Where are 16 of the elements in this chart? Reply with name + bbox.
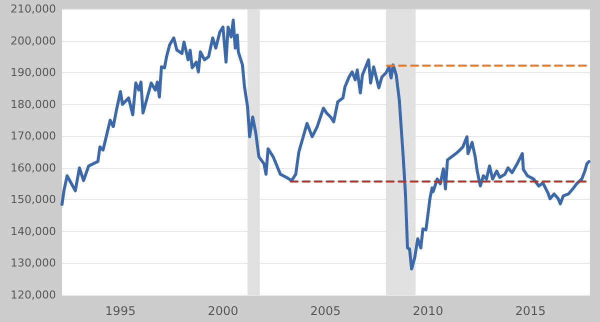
- x-tick-label: 1995: [105, 304, 136, 318]
- y-tick-label: 170,000: [10, 130, 56, 143]
- y-tick-label: 140,000: [10, 224, 56, 238]
- y-tick-label: 120,000: [10, 288, 56, 302]
- x-tick-label: 2005: [310, 304, 341, 318]
- y-tick-label: 130,000: [10, 256, 56, 270]
- x-tick-label: 2000: [208, 304, 238, 318]
- y-tick-label: 160,000: [10, 161, 56, 174]
- y-tick-label: 180,000: [10, 98, 56, 111]
- y-tick-label: 190,000: [10, 66, 56, 80]
- y-tick-label: 210,000: [10, 2, 56, 16]
- x-tick-label: 2010: [412, 304, 444, 318]
- line-series: [60, 18, 590, 270]
- x-tick-label: 2015: [515, 304, 546, 318]
- y-tick-label: 150,000: [10, 193, 56, 206]
- y-tick-label: 200,000: [10, 34, 56, 48]
